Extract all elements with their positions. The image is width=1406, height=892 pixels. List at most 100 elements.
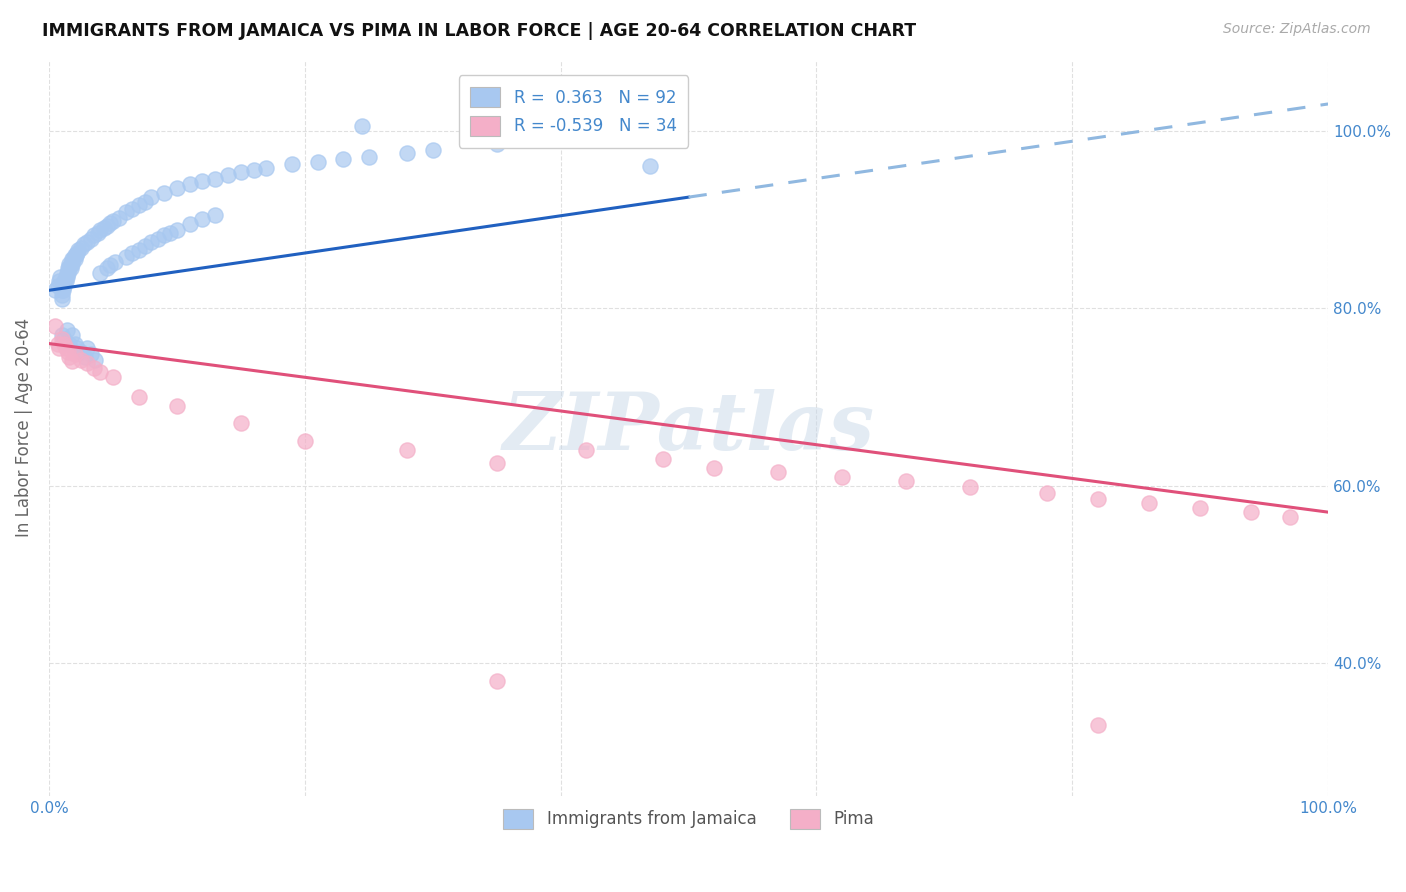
Point <box>294 434 316 449</box>
Point <box>141 235 163 249</box>
Point <box>58 261 80 276</box>
Point <box>56 323 79 337</box>
Point <box>128 244 150 258</box>
Point <box>56 266 79 280</box>
Point <box>703 460 725 475</box>
Point <box>652 451 675 466</box>
Point <box>128 198 150 212</box>
Point <box>60 354 83 368</box>
Point <box>86 226 108 240</box>
Point <box>49 270 72 285</box>
Point <box>48 275 70 289</box>
Point <box>51 283 73 297</box>
Point <box>96 219 118 233</box>
Point <box>1137 496 1160 510</box>
Point <box>159 226 181 240</box>
Point <box>56 261 79 276</box>
Text: ZIPatlas: ZIPatlas <box>502 389 875 467</box>
Point <box>217 168 239 182</box>
Point <box>55 275 77 289</box>
Point <box>1278 509 1301 524</box>
Point <box>70 345 93 359</box>
Point <box>101 214 124 228</box>
Point <box>121 202 143 216</box>
Point <box>766 465 789 479</box>
Point <box>83 361 105 376</box>
Point <box>108 211 131 225</box>
Point <box>1087 491 1109 506</box>
Point <box>352 119 374 133</box>
Point <box>63 248 86 262</box>
Point <box>485 456 508 470</box>
Point <box>56 270 79 285</box>
Point <box>153 228 176 243</box>
Point <box>100 259 122 273</box>
Point <box>55 270 77 285</box>
Point <box>67 244 90 258</box>
Point <box>894 474 917 488</box>
Point <box>63 252 86 267</box>
Y-axis label: In Labor Force | Age 20-64: In Labor Force | Age 20-64 <box>15 318 32 537</box>
Point <box>146 232 169 246</box>
Point <box>229 165 252 179</box>
Point <box>121 246 143 260</box>
Point <box>485 673 508 688</box>
Point <box>80 347 103 361</box>
Point <box>53 278 76 293</box>
Point <box>104 255 127 269</box>
Point <box>52 283 75 297</box>
Point <box>101 370 124 384</box>
Point <box>396 443 419 458</box>
Point <box>73 350 96 364</box>
Point <box>134 239 156 253</box>
Point <box>66 341 89 355</box>
Point <box>58 350 80 364</box>
Point <box>959 480 981 494</box>
Point <box>357 150 380 164</box>
Point <box>89 266 111 280</box>
Point <box>89 223 111 237</box>
Point <box>76 356 98 370</box>
Point <box>80 232 103 246</box>
Point <box>281 157 304 171</box>
Point <box>229 417 252 431</box>
Point <box>55 341 77 355</box>
Point <box>60 257 83 271</box>
Point <box>166 181 188 195</box>
Point <box>46 336 69 351</box>
Point <box>1189 500 1212 515</box>
Point <box>575 443 598 458</box>
Point <box>76 341 98 355</box>
Point <box>44 318 66 333</box>
Point <box>70 241 93 255</box>
Point <box>179 217 201 231</box>
Point <box>191 174 214 188</box>
Point <box>48 341 70 355</box>
Point <box>204 208 226 222</box>
Point <box>1240 505 1263 519</box>
Point <box>60 252 83 267</box>
Point <box>166 223 188 237</box>
Point <box>46 278 69 293</box>
Point <box>53 332 76 346</box>
Point <box>59 257 82 271</box>
Point <box>44 283 66 297</box>
Point <box>242 162 264 177</box>
Point <box>52 278 75 293</box>
Point <box>56 266 79 280</box>
Point <box>141 190 163 204</box>
Point <box>58 336 80 351</box>
Point <box>60 327 83 342</box>
Point <box>51 292 73 306</box>
Point <box>153 186 176 200</box>
Point <box>51 287 73 301</box>
Point <box>254 161 277 175</box>
Legend: Immigrants from Jamaica, Pima: Immigrants from Jamaica, Pima <box>496 802 880 836</box>
Point <box>179 177 201 191</box>
Point <box>53 336 76 351</box>
Point <box>96 261 118 276</box>
Point <box>56 345 79 359</box>
Point <box>422 143 444 157</box>
Point <box>89 365 111 379</box>
Text: Source: ZipAtlas.com: Source: ZipAtlas.com <box>1223 22 1371 37</box>
